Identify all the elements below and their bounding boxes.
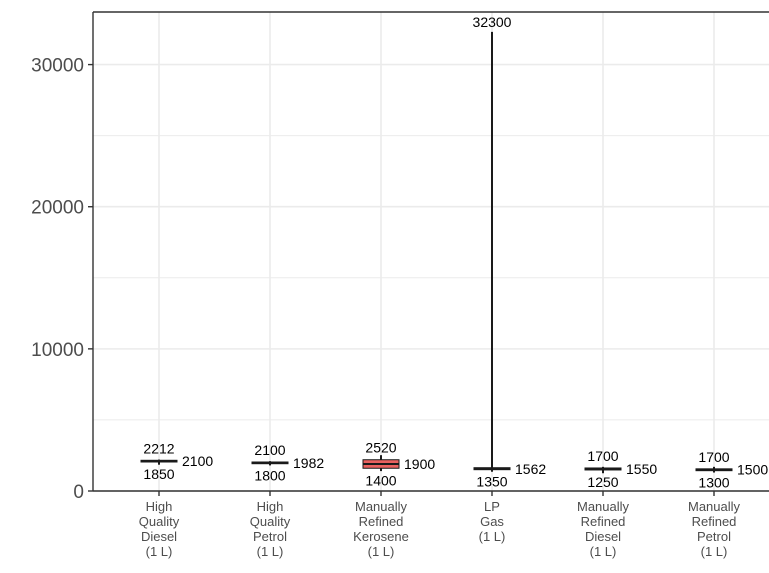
median-label: 1500 (737, 462, 768, 478)
x-tick-label-line: Petrol (697, 529, 731, 544)
x-tick-label: Manually Refined Petrol (1 L) (688, 499, 741, 559)
major-gridlines (93, 12, 769, 492)
median-label: 1550 (626, 461, 657, 477)
min-label: 1250 (587, 474, 618, 490)
x-tick-label: High Quality Diesel (1 L) (139, 499, 180, 559)
y-tick-label: 30000 (31, 56, 84, 77)
y-tick-label: 20000 (31, 198, 84, 219)
x-tick-label-line: Petrol (253, 529, 287, 544)
x-tick-label-line: High (146, 499, 173, 514)
median-label: 1982 (293, 455, 324, 471)
median-label: 1900 (404, 456, 435, 472)
max-label: 1700 (587, 448, 618, 464)
max-label: 2212 (143, 440, 174, 456)
max-label: 2520 (365, 440, 396, 456)
x-tick-label-line: Diesel (141, 529, 177, 544)
x-tick-label-line: Diesel (585, 529, 621, 544)
x-tick-label-line: (1 L) (479, 529, 506, 544)
y-tick-label: 10000 (31, 340, 84, 361)
max-label: 1700 (698, 449, 729, 465)
labels: 2212 1850 2100 2100 1800 1982 2520 1400 1900 3230… (143, 14, 768, 491)
max-label: 32300 (473, 14, 512, 30)
x-tick-label-line: Manually (577, 499, 630, 514)
min-label: 1850 (143, 466, 174, 482)
x-tick-label: Manually Refined Diesel (1 L) (577, 499, 630, 559)
max-label: 2100 (254, 442, 285, 458)
minor-gridlines (93, 135, 769, 421)
x-tick-label-line: LP (484, 499, 500, 514)
x-tick-label: High Quality Petrol (1 L) (250, 499, 291, 559)
x-tick-label-line: Kerosene (353, 529, 409, 544)
x-tick-label-line: Manually (688, 499, 741, 514)
x-tick-label-line: Manually (355, 499, 408, 514)
x-tick-label-line: (1 L) (146, 544, 173, 559)
x-tick-label-line: High (257, 499, 284, 514)
median-label: 2100 (182, 453, 213, 469)
x-tick-label-line: Refined (581, 514, 626, 529)
box-marks (140, 31, 733, 474)
min-label: 1800 (254, 468, 285, 484)
x-tick-label-line: Quality (250, 514, 291, 529)
median-label: 1562 (515, 461, 546, 477)
min-label: 1400 (365, 472, 396, 488)
x-tick-label-line: (1 L) (257, 544, 284, 559)
x-tick-label-line: Refined (692, 514, 737, 529)
x-tick-label-line: (1 L) (590, 544, 617, 559)
x-tick-label-line: Quality (139, 514, 180, 529)
x-tick-label: Manually Refined Kerosene (1 L) (353, 499, 409, 559)
y-tick-label: 0 (73, 482, 84, 503)
x-tick-label-line: Gas (480, 514, 504, 529)
min-label: 1300 (698, 475, 729, 491)
min-label: 1350 (476, 474, 507, 490)
x-tick-label: LP Gas (1 L) (479, 499, 506, 544)
x-tick-label-line: Refined (359, 514, 404, 529)
x-tick-label-line: (1 L) (368, 544, 395, 559)
x-tick-label-line: (1 L) (701, 544, 728, 559)
